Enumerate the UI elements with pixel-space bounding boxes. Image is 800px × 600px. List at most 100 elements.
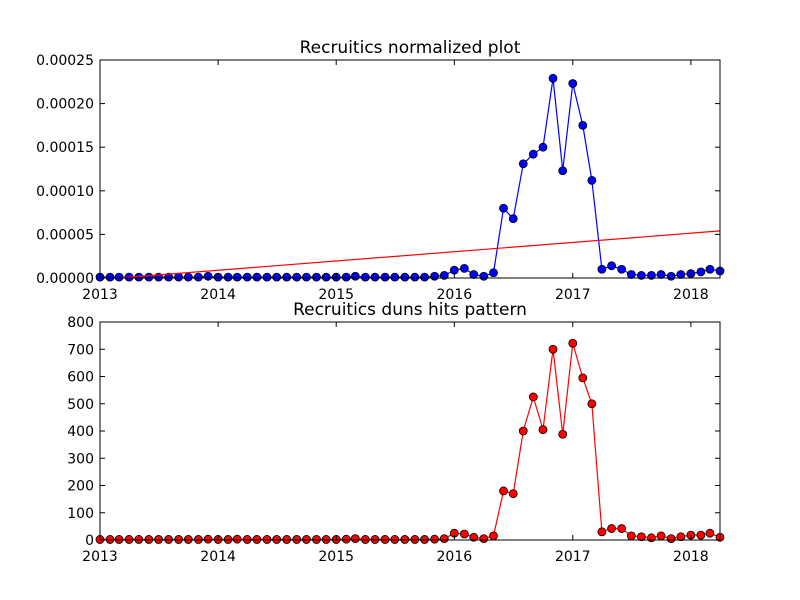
duns-hits-y-tick-label-5: 500: [67, 397, 94, 413]
normalized-plot-series-0-point-20: [292, 272, 302, 282]
normalized-plot-panel: Recruitics normalized plot 2013 2014 2015 2…: [36, 38, 725, 303]
duns-hits-series-0-point-7: [164, 535, 174, 544]
normalized-plot-series: [95, 73, 725, 282]
duns-hits-series-0-line: [100, 343, 721, 541]
duns-hits-series-0-point-13: [223, 535, 233, 544]
duns-hits-series-0-point-27: [360, 535, 370, 544]
normalized-plot-x-tick-label-5: 2018: [673, 287, 709, 303]
duns-hits-y-tick-label-8: 800: [67, 315, 94, 331]
duns-hits-series-0-point-29: [380, 535, 390, 544]
duns-hits-series-0-point-41: [499, 486, 508, 496]
normalized-plot-series-0-point-14: [232, 272, 242, 282]
duns-hits-series-0-point-16: [252, 535, 262, 544]
duns-hits-series-0-point-3: [124, 535, 134, 544]
duns-hits-series: [95, 338, 725, 544]
normalized-plot-series-0-point-21: [302, 272, 311, 282]
normalized-plot-series-0-point-32: [410, 272, 420, 282]
normalized-plot-series-0-point-61: [696, 267, 706, 277]
normalized-plot-series-0-point-23: [321, 272, 331, 282]
duns-hits-series-0-point-2: [114, 535, 124, 544]
duns-hits-series-0-point-46: [548, 344, 558, 354]
duns-hits-series-0-point-42: [508, 489, 518, 499]
duns-hits-y-tick-label-2: 200: [67, 479, 94, 495]
normalized-plot-series-0-point-28: [370, 272, 380, 282]
duns-hits-series-0-point-10: [193, 535, 203, 544]
normalized-plot-series-0-point-33: [420, 272, 429, 282]
normalized-plot-series-0-point-41: [499, 203, 508, 213]
duns-hits-series-0-point-28: [370, 535, 380, 544]
normalized-plot-y-tick-label-2: 0.00010: [36, 184, 94, 200]
normalized-plot-series-0-point-7: [164, 272, 174, 282]
duns-hits-y-tick-label-4: 400: [67, 424, 94, 440]
duns-hits-series-0-point-25: [341, 534, 351, 544]
duns-hits-x-tick-label-0: 2013: [82, 549, 118, 565]
normalized-plot-series-0-point-35: [439, 270, 449, 280]
normalized-plot-series-0-point-51: [597, 264, 607, 274]
normalized-plot-series-0-point-5: [144, 272, 154, 282]
duns-hits-series-0-point-30: [390, 535, 400, 544]
normalized-plot-series-0-point-48: [568, 79, 578, 88]
normalized-plot-axes-frame: [99, 59, 721, 279]
duns-hits-series-0-point-5: [144, 535, 154, 544]
normalized-plot-series-0-point-29: [380, 272, 390, 282]
normalized-plot-title: Recruitics normalized plot: [300, 38, 521, 58]
duns-hits-series-0-point-58: [666, 534, 676, 544]
normalized-plot-series-0-point-34: [430, 271, 439, 281]
duns-hits-series-0-point-48: [568, 338, 578, 348]
duns-hits-series-0-point-53: [617, 524, 627, 533]
duns-hits-series-0-point-50: [587, 399, 597, 409]
duns-hits-series-0-point-62: [705, 528, 715, 538]
normalized-plot-series-0-point-59: [676, 270, 686, 279]
normalized-plot-series-0-point-45: [538, 142, 548, 152]
normalized-plot-series-0-point-47: [558, 166, 568, 176]
normalized-plot-x-tick-label-2: 2015: [318, 287, 354, 303]
duns-hits-panel: Recruitics duns hits pattern 2013 2014 201…: [67, 300, 725, 565]
duns-hits-series-0-point-45: [538, 425, 548, 435]
normalized-plot-series-0-point-57: [656, 270, 666, 279]
normalized-plot-y-axis: 0.00000 0.00005 0.00010 0.00015 0.00020 0.000…: [36, 53, 720, 287]
duns-hits-x-tick-label-2: 2015: [318, 549, 354, 565]
normalized-plot-y-tick-label-4: 0.00020: [36, 97, 94, 113]
normalized-plot-x-axis: 2013 2014 2015 2016 2017 2018: [82, 60, 709, 303]
normalized-plot-series-0-point-36: [449, 265, 459, 275]
duns-hits-series-0-point-14: [232, 534, 242, 544]
duns-hits-series-0-point-15: [242, 535, 252, 544]
normalized-plot-series-0-point-56: [647, 270, 656, 280]
normalized-plot-series-0-point-38: [469, 270, 479, 279]
normalized-plot-series-0-point-2: [114, 272, 124, 282]
normalized-plot-series-0-point-49: [578, 121, 588, 130]
normalized-plot-series-0-point-16: [252, 272, 262, 282]
duns-hits-series-0-point-54: [626, 531, 636, 541]
duns-hits-series-0-point-17: [262, 535, 272, 544]
normalized-plot-series-0-point-1: [105, 272, 115, 282]
duns-hits-y-tick-label-7: 700: [67, 342, 94, 358]
normalized-plot-series-0-point-11: [203, 271, 213, 281]
duns-hits-series-0-point-4: [134, 535, 144, 544]
normalized-plot-series-0-point-9: [183, 272, 193, 282]
duns-hits-series-0-point-34: [430, 534, 439, 544]
normalized-plot-series-0-line: [100, 78, 721, 278]
duns-hits-series-0-point-47: [558, 429, 568, 439]
normalized-plot-series-0-point-10: [193, 272, 203, 282]
duns-hits-title: Recruitics duns hits pattern: [293, 300, 527, 320]
duns-hits-series-0-point-38: [469, 532, 479, 542]
duns-hits-series-0-point-6: [154, 535, 163, 544]
normalized-plot-series-0-point-55: [636, 270, 646, 280]
normalized-plot-series-0-point-22: [312, 272, 321, 282]
duns-hits-x-tick-label-3: 2016: [437, 549, 473, 565]
duns-hits-series-0-point-44: [528, 392, 538, 402]
normalized-plot-y-tick-label-5: 0.00025: [36, 53, 94, 69]
duns-hits-series-0-point-57: [656, 531, 666, 541]
duns-hits-y-tick-label-0: 0: [85, 533, 94, 549]
duns-hits-series-0-point-61: [696, 530, 706, 540]
duns-hits-series-0-point-26: [350, 534, 360, 544]
normalized-plot-series-0-point-13: [223, 272, 233, 282]
normalized-plot-y-tick-label-3: 0.00015: [36, 140, 94, 156]
duns-hits-y-tick-label-6: 600: [67, 370, 94, 386]
normalized-plot-x-tick-label-3: 2016: [437, 287, 473, 303]
duns-hits-series-0-point-35: [439, 534, 449, 544]
normalized-plot-series-0-point-31: [400, 272, 410, 282]
normalized-plot-series-0-point-25: [341, 272, 351, 282]
